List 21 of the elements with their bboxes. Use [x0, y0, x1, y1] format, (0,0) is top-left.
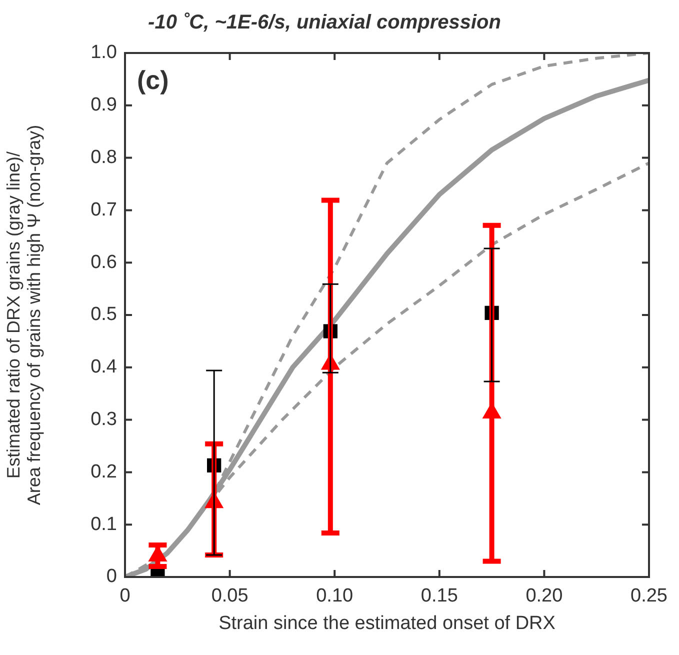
y-axis-title: Estimated ratio of DRX grains (gray line)/ Area frequency of grains with high Ψ (non-gray) — [3, 124, 44, 506]
y-tick-label: 0.2 — [90, 461, 117, 482]
y-tick-label: 0.8 — [90, 147, 117, 168]
y-tick-label: 1.0 — [90, 42, 117, 64]
x-tick-label: 0.05 — [211, 586, 248, 607]
y-tick-label: 0.9 — [90, 94, 117, 116]
x-tick-label: 0.10 — [316, 586, 354, 607]
x-tick-label: 0.20 — [526, 586, 563, 607]
y-tick-label: 0.7 — [90, 199, 117, 220]
x-tick-label: 0 — [120, 586, 130, 607]
y-tick-label: 0.5 — [90, 304, 117, 326]
y-tick-label: 0.1 — [90, 514, 117, 535]
x-tick-label: 0.25 — [630, 586, 668, 607]
y-tick-label: 0.6 — [90, 252, 117, 273]
y-tick-label: 0 — [106, 566, 117, 588]
y-tick-label: 0.4 — [90, 356, 118, 378]
chart-title: -10 ˚C, ~1E-6/s, uniaxial compression — [148, 12, 501, 34]
annotation: (c) — [137, 65, 169, 96]
x-tick-label: 0.15 — [420, 586, 458, 607]
x-axis-title: Strain since the estimated onset of DRX — [218, 612, 556, 634]
y-tick-label: 0.3 — [90, 409, 117, 430]
